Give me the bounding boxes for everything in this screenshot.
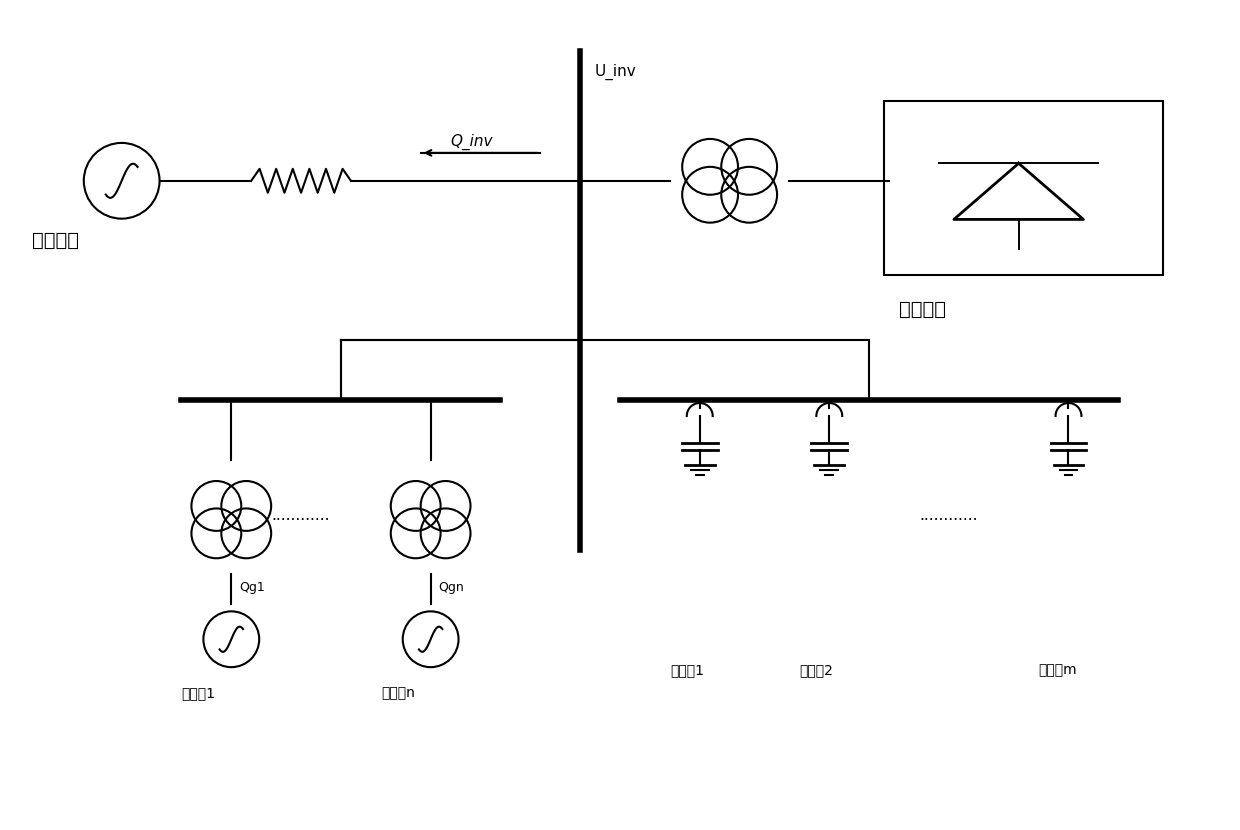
Text: 直流系统: 直流系统	[899, 300, 946, 320]
Text: 调相机n: 调相机n	[381, 686, 414, 700]
Text: 调相机1: 调相机1	[181, 686, 216, 700]
Text: Qgn: Qgn	[439, 581, 464, 594]
Text: ............: ............	[272, 508, 330, 523]
Text: Qg1: Qg1	[239, 581, 265, 594]
Text: 滤波器m: 滤波器m	[1039, 663, 1078, 677]
Text: Q_inv: Q_inv	[450, 134, 494, 150]
Text: 滤波器1: 滤波器1	[670, 663, 704, 677]
Text: 滤波器2: 滤波器2	[800, 663, 833, 677]
Text: U_inv: U_inv	[595, 64, 637, 81]
Text: ............: ............	[920, 508, 978, 523]
Bar	[884, 101, 1163, 276]
Text: 交流系统: 交流系统	[32, 231, 79, 250]
